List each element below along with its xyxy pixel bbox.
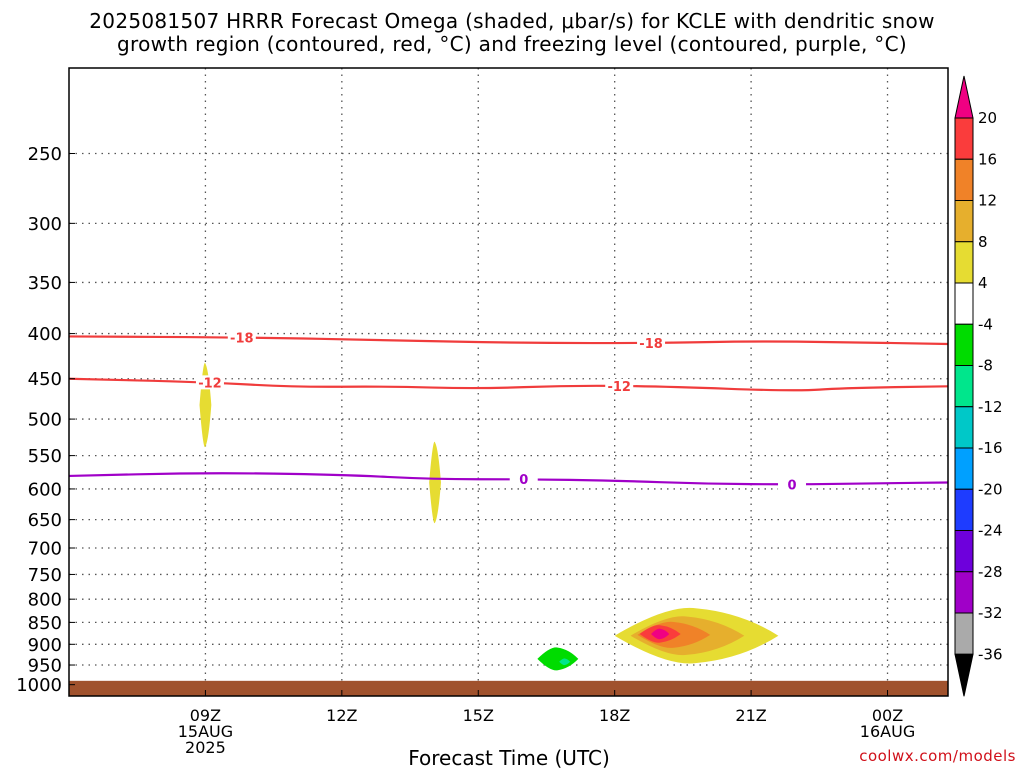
x-tick-label-09Z: 09Z	[190, 706, 221, 725]
colorbar-swatch-3	[954, 241, 974, 284]
y-tick-label-300: 300	[28, 214, 62, 235]
y-tick-label-750: 750	[28, 565, 62, 586]
contour-label-bg	[509, 472, 538, 487]
contour-label--12: -12	[198, 376, 222, 391]
contour-line--18	[69, 335, 948, 346]
colorbar-label-8: -16	[978, 439, 1003, 457]
colorbar-label-7: -12	[978, 398, 1003, 416]
colorbar-label-10: -24	[978, 522, 1003, 540]
colorbar-label-11: -28	[978, 563, 1003, 581]
omega-shade-1	[429, 441, 441, 524]
plot-frame	[68, 67, 949, 697]
y-tick-label-600: 600	[28, 479, 62, 500]
colorbar-bottom-arrow	[954, 653, 974, 697]
x-tick-label-15Z: 15Z	[463, 706, 494, 725]
ground-rect	[69, 680, 948, 696]
colorbar-swatch-8	[954, 447, 974, 490]
y-tick-label-850: 850	[28, 613, 62, 634]
x-axis-label: Forecast Time (UTC)	[408, 746, 610, 768]
colorbar-swatch-2	[954, 200, 974, 243]
y-tick-label-550: 550	[28, 446, 62, 467]
colorbar-swatch-0	[954, 117, 974, 160]
colorbar-swatch-10	[954, 530, 974, 573]
x-tick-sublabel: 15AUG	[178, 722, 233, 741]
x-tick-label-21Z: 21Z	[735, 706, 766, 725]
x-tick-label-00Z: 00Z	[872, 706, 903, 725]
chart-title-line-2: growth region (contoured, red, °C) and f…	[117, 32, 907, 56]
ground-layer	[69, 680, 948, 696]
y-axis: 2503003504004505005506006507007508008509…	[16, 144, 75, 696]
colorbar-swatch-5	[954, 323, 974, 366]
colorbar-label-6: -8	[978, 357, 993, 375]
y-tick-label-400: 400	[28, 324, 62, 345]
contour-label-0: 0	[519, 473, 528, 488]
chart-grid	[69, 68, 948, 696]
contour-label-bg	[778, 477, 807, 492]
omega-shade-7	[537, 647, 579, 671]
contour-label-bg	[605, 378, 634, 393]
y-tick-label-700: 700	[28, 539, 62, 560]
contour-label--18: -18	[639, 337, 663, 352]
colorbar-swatch-1	[954, 158, 974, 201]
colorbar: 20 16 12 8 4 -4 -8 -12 -16 -20 -24 -28 -32 -36	[954, 75, 1003, 697]
omega-shade-8	[559, 658, 571, 666]
y-tick-label-650: 650	[28, 510, 62, 531]
omega-shade-6	[651, 628, 670, 640]
colorbar-swatch-11	[954, 571, 974, 614]
credit-text: coolwx.com/models	[859, 747, 1016, 765]
colorbar-label-4: 4	[978, 274, 988, 292]
colorbar-label-0: 20	[978, 109, 997, 127]
x-tick-sublabel: 16AUG	[860, 722, 915, 741]
colorbar-label-5: -4	[978, 315, 993, 333]
chart-title-line-1: 2025081507 HRRR Forecast Omega (shaded, …	[89, 9, 935, 33]
contour-label--18: -18	[230, 331, 254, 346]
colorbar-swatch-7	[954, 406, 974, 449]
colorbar-swatch-12	[954, 612, 974, 655]
colorbar-top-arrow	[954, 75, 974, 119]
colorbar-label-3: 8	[978, 233, 988, 251]
contour-label-0: 0	[788, 478, 797, 493]
omega-shading	[199, 362, 779, 671]
y-tick-label-800: 800	[28, 590, 62, 611]
contour-label--12: -12	[607, 380, 631, 395]
y-tick-label-900: 900	[28, 635, 62, 656]
colorbar-label-1: 16	[978, 150, 997, 168]
colorbar-label-2: 12	[978, 192, 997, 210]
contour-label-bg	[637, 336, 666, 351]
temperature-contours: -18 -18 -12 -12 0 0	[69, 330, 948, 493]
colorbar-swatch-4	[954, 282, 974, 325]
y-tick-label-350: 350	[28, 273, 62, 294]
colorbar-label-13: -36	[978, 645, 1003, 663]
colorbar-swatch-6	[954, 365, 974, 408]
y-tick-label-450: 450	[28, 369, 62, 390]
y-tick-label-250: 250	[28, 144, 62, 165]
colorbar-swatch-9	[954, 488, 974, 531]
x-tick-label-18Z: 18Z	[599, 706, 630, 725]
colorbar-label-12: -32	[978, 604, 1003, 622]
x-tick-sublabel: 2025	[185, 738, 226, 757]
y-tick-label-1000: 1000	[16, 675, 62, 696]
y-tick-label-950: 950	[28, 656, 62, 677]
contour-label-bg	[195, 375, 224, 390]
contour-line-0	[69, 472, 948, 486]
y-tick-label-500: 500	[28, 410, 62, 431]
x-tick-label-12Z: 12Z	[326, 706, 357, 725]
contour-label-bg	[227, 330, 256, 345]
colorbar-label-9: -20	[978, 480, 1003, 498]
